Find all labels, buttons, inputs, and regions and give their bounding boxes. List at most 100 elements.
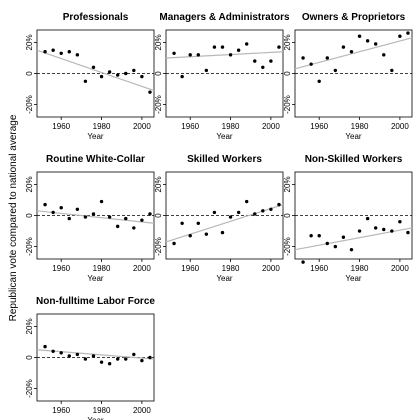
- trend-line: [294, 227, 413, 251]
- x-tick-label: 1980: [222, 264, 240, 273]
- panel: Non-Skilled Workers -20% 0 20% 1960 1980 2000 Y…: [283, 154, 413, 283]
- x-tick-label: 1980: [222, 122, 240, 131]
- y-tick-label: 0: [25, 213, 34, 218]
- data-point: [325, 56, 329, 60]
- data-point: [253, 212, 257, 216]
- x-axis-label: Year: [216, 274, 233, 283]
- data-point: [269, 59, 273, 63]
- panel-title: Professionals: [63, 12, 129, 23]
- data-point: [75, 352, 80, 357]
- data-point: [99, 360, 104, 364]
- data-point: [124, 357, 128, 361]
- y-tick-label: -20%: [283, 95, 292, 114]
- data-point: [148, 90, 152, 94]
- panel-title: Skilled Workers: [187, 154, 262, 165]
- data-point: [107, 362, 112, 366]
- y-tick-label: 20%: [283, 34, 292, 50]
- data-point: [373, 42, 378, 46]
- data-point: [398, 34, 402, 38]
- data-point: [406, 31, 410, 35]
- y-tick-label: 0: [25, 71, 34, 76]
- data-point: [180, 221, 184, 225]
- y-tick-label: 0: [154, 213, 163, 218]
- panel: Professionals -20% 0 20% 1960 1980 2000 Year: [25, 12, 155, 141]
- data-point: [107, 70, 112, 74]
- data-point: [228, 215, 233, 219]
- data-point: [43, 344, 47, 349]
- data-point: [333, 68, 338, 73]
- data-point: [382, 227, 386, 232]
- data-point: [277, 202, 281, 207]
- x-tick-label: 1980: [93, 122, 111, 131]
- y-tick-label: -20%: [25, 237, 34, 256]
- trend-line: [36, 349, 155, 360]
- x-axis-label: Year: [345, 274, 362, 283]
- data-point: [220, 45, 225, 49]
- y-tick-label: 20%: [154, 34, 163, 50]
- x-axis-label: Year: [216, 132, 233, 141]
- x-tick-label: 1960: [52, 122, 70, 131]
- y-tick-label: 20%: [25, 176, 34, 192]
- data-point: [91, 65, 96, 69]
- data-point: [91, 354, 96, 358]
- data-point: [132, 68, 136, 73]
- x-axis-label: Year: [87, 132, 104, 141]
- x-tick-label: 1960: [310, 122, 328, 131]
- data-point: [99, 74, 104, 79]
- data-point: [115, 357, 120, 361]
- y-tick-label: 20%: [25, 318, 34, 334]
- data-point: [115, 224, 120, 229]
- data-point: [253, 59, 257, 63]
- data-point: [83, 79, 88, 83]
- data-point: [406, 230, 410, 235]
- x-tick-label: 1960: [310, 264, 328, 273]
- data-point: [301, 260, 305, 264]
- data-point: [269, 207, 273, 211]
- data-point: [75, 207, 80, 211]
- data-point: [204, 232, 209, 236]
- data-point: [261, 65, 265, 69]
- data-point: [341, 235, 346, 239]
- x-axis-label: Year: [87, 274, 104, 283]
- data-point: [140, 74, 144, 79]
- figure-y-axis-label: Republican vote compared to national ave…: [8, 114, 19, 321]
- x-tick-label: 1980: [351, 122, 369, 131]
- y-tick-label: -20%: [25, 379, 34, 398]
- data-point: [188, 53, 192, 57]
- data-point: [83, 357, 88, 361]
- data-point: [75, 53, 80, 57]
- y-tick-label: 0: [154, 71, 163, 76]
- trend-line: [165, 51, 284, 59]
- data-point: [67, 50, 71, 54]
- data-point: [172, 51, 176, 56]
- data-point: [115, 73, 120, 77]
- data-point: [325, 241, 329, 246]
- data-point: [67, 216, 71, 221]
- data-point: [148, 212, 152, 216]
- x-tick-label: 2000: [133, 406, 151, 415]
- x-tick-label: 2000: [391, 122, 409, 131]
- data-point: [261, 209, 265, 213]
- x-tick-label: 1960: [52, 406, 70, 415]
- data-point: [244, 42, 249, 46]
- data-point: [124, 71, 128, 76]
- panel-title: Managers & Administrators: [159, 12, 290, 23]
- data-point: [51, 210, 55, 215]
- data-point: [333, 244, 338, 249]
- data-point: [349, 50, 354, 54]
- x-tick-label: 2000: [133, 122, 151, 131]
- data-point: [83, 215, 88, 219]
- data-point: [309, 62, 313, 66]
- data-point: [349, 247, 354, 252]
- y-tick-label: 0: [25, 355, 34, 360]
- data-point: [357, 229, 362, 233]
- data-point: [188, 233, 192, 238]
- data-point: [132, 226, 136, 230]
- x-tick-label: 2000: [133, 264, 151, 273]
- panel-title: Non-Skilled Workers: [305, 154, 403, 165]
- data-point: [59, 51, 63, 56]
- data-point: [196, 53, 200, 57]
- panel: Routine White-Collar -20% 0 20% 1960 1980 2000…: [25, 154, 155, 283]
- data-point: [341, 45, 346, 49]
